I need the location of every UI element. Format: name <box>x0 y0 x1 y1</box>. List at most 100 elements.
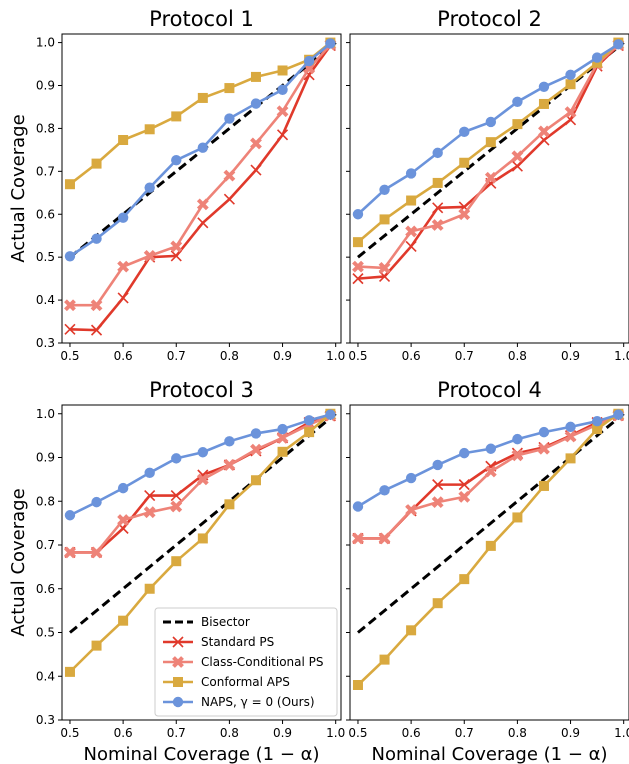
data-point <box>458 479 470 491</box>
data-point <box>432 479 444 491</box>
data-point <box>250 164 262 176</box>
x-axis-label: Nominal Coverage (1 − α) <box>371 744 607 764</box>
data-point <box>223 459 236 471</box>
data-point <box>511 160 523 172</box>
data-point <box>304 427 315 438</box>
data-point <box>250 428 262 439</box>
y-tick-label: 0.3 <box>36 713 55 727</box>
y-tick-label: 0.5 <box>36 626 55 640</box>
y-tick-label: 0.7 <box>36 164 55 178</box>
data-point <box>197 217 209 229</box>
series-naps-0-ours <box>64 409 336 521</box>
data-point <box>143 249 156 262</box>
data-point <box>459 574 470 585</box>
data-point <box>512 512 523 523</box>
data-point <box>170 489 182 502</box>
data-point <box>197 447 209 458</box>
data-point <box>564 430 577 443</box>
x-tick-label: 0.8 <box>508 726 527 740</box>
x-tick-label: 0.8 <box>508 349 527 363</box>
data-point <box>405 225 418 238</box>
series-class-conditional-ps <box>64 38 337 312</box>
series-standard-ps <box>64 40 336 336</box>
data-point <box>64 666 75 677</box>
y-tick-label: 0.4 <box>36 293 55 307</box>
data-point <box>277 65 288 76</box>
data-point <box>538 125 550 138</box>
legend-marker <box>172 696 184 708</box>
data-point <box>64 251 76 262</box>
data-point <box>143 506 156 519</box>
data-point <box>485 540 496 551</box>
data-point <box>432 598 443 609</box>
data-point <box>64 299 76 312</box>
data-point <box>405 472 417 484</box>
data-point <box>144 182 155 193</box>
data-point <box>484 465 497 478</box>
data-point <box>378 532 391 545</box>
data-point <box>171 154 182 166</box>
panel-2: Protocol 2 0.5 0.6 0.7 0.8 0.9 1.0 <box>346 7 629 363</box>
legend-entry-conformal-aps: Conformal APS <box>163 675 290 689</box>
data-point <box>406 195 417 206</box>
series-line <box>69 43 332 307</box>
panel-title: Protocol 4 <box>437 378 542 402</box>
x-tick-label: 0.6 <box>114 726 133 740</box>
data-point <box>352 273 364 285</box>
data-point <box>591 415 603 427</box>
data-point <box>250 71 261 82</box>
legend-frame <box>154 607 338 717</box>
series-line <box>357 413 619 508</box>
data-point <box>352 237 363 248</box>
data-point <box>171 453 182 464</box>
data-point <box>277 446 288 457</box>
legend-entry-standard-ps: Standard PS <box>163 635 274 649</box>
data-point <box>144 583 155 594</box>
x-tick-label: 0.5 <box>60 349 79 363</box>
data-point <box>538 81 550 92</box>
data-point <box>485 116 497 128</box>
data-point <box>170 250 182 262</box>
panels: Protocol 1 0.5 0.6 0.7 0.8 0.9 1.0 0.3 0.4 0.5 0.6… <box>8 7 629 764</box>
panel-title: Protocol 2 <box>437 7 542 31</box>
data-point <box>118 135 129 146</box>
data-point <box>276 105 289 118</box>
y-tick-label: 0.9 <box>36 451 55 465</box>
data-point <box>459 157 470 168</box>
axes-frame <box>61 404 342 721</box>
data-point <box>144 489 156 502</box>
data-point <box>538 98 549 109</box>
data-point <box>432 459 443 471</box>
panel-4: Protocol 4 0.5 0.6 0.7 0.8 0.9 1.0 Nominal Cove… <box>346 378 629 764</box>
x-tick-label: 0.6 <box>402 726 421 740</box>
series-line <box>357 44 620 280</box>
data-point <box>592 424 603 435</box>
data-point <box>197 142 209 153</box>
data-point <box>170 240 183 253</box>
x-tick-label: 0.6 <box>114 349 133 363</box>
x-tick-label: 0.9 <box>273 349 292 363</box>
axes-frame <box>349 404 629 721</box>
data-point <box>303 415 315 426</box>
data-point <box>170 500 183 513</box>
bisector-line <box>69 412 337 634</box>
data-point <box>591 52 603 63</box>
series-class-conditional-ps <box>352 409 625 545</box>
data-point <box>352 209 364 220</box>
data-point <box>512 433 523 445</box>
panel-title: Protocol 1 <box>149 7 254 31</box>
data-point <box>196 198 209 211</box>
legend-entry-bisector: Bisector <box>163 615 250 629</box>
legend-label: Bisector <box>201 615 250 629</box>
data-point <box>459 447 470 459</box>
x-tick-label: 0.8 <box>220 726 239 740</box>
data-point <box>224 83 235 94</box>
data-point <box>224 113 235 124</box>
data-point <box>224 436 235 447</box>
data-point <box>406 625 417 636</box>
series-naps-0-ours <box>64 38 336 262</box>
data-point <box>432 147 443 159</box>
data-point <box>64 546 76 559</box>
data-point <box>458 490 471 503</box>
